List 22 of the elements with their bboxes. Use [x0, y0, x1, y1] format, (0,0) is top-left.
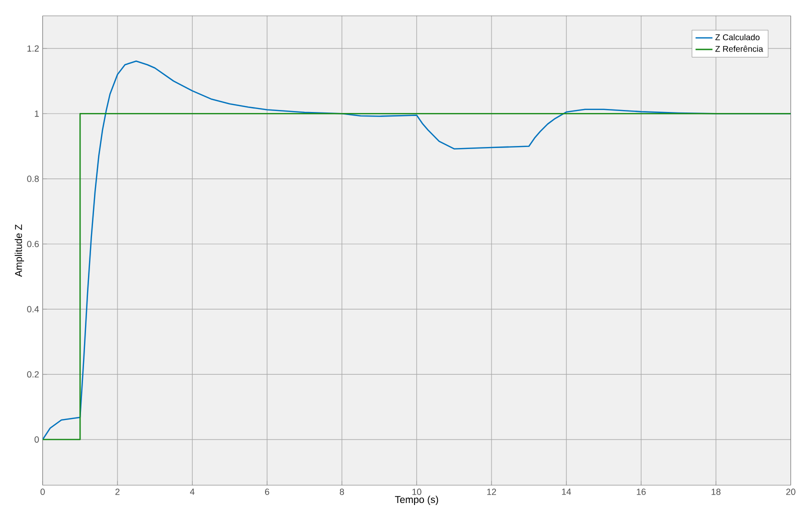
- y-axis-title: Amplitude Z: [14, 224, 24, 277]
- legend-label: Z Calculado: [715, 34, 760, 40]
- x-tick-label: 8: [340, 488, 344, 495]
- x-tick-label: 10: [412, 488, 422, 495]
- x-tick-label: 18: [712, 488, 721, 495]
- x-tick-label: 2: [115, 488, 120, 495]
- y-tick-label: 1.2: [27, 45, 39, 52]
- legend-label: Z Referência: [715, 46, 764, 52]
- y-tick-label: 0.2: [27, 371, 39, 378]
- x-tick-label: 6: [265, 488, 270, 495]
- x-tick-label: 4: [190, 488, 194, 495]
- y-tick-label: 1: [34, 110, 39, 117]
- y-tick-label: 0.8: [27, 176, 39, 182]
- x-tick-label: 16: [636, 488, 646, 495]
- y-tick-label: 0.6: [27, 240, 39, 248]
- x-tick-label: 12: [487, 488, 496, 495]
- x-tick-label: 20: [786, 488, 796, 495]
- y-tick-label: 0.4: [27, 306, 39, 312]
- x-tick-label: 0: [40, 488, 45, 495]
- y-tick-label: 0: [34, 436, 39, 443]
- x-axis-title: Tempo (s): [394, 496, 438, 506]
- x-tick-label: 14: [562, 488, 572, 495]
